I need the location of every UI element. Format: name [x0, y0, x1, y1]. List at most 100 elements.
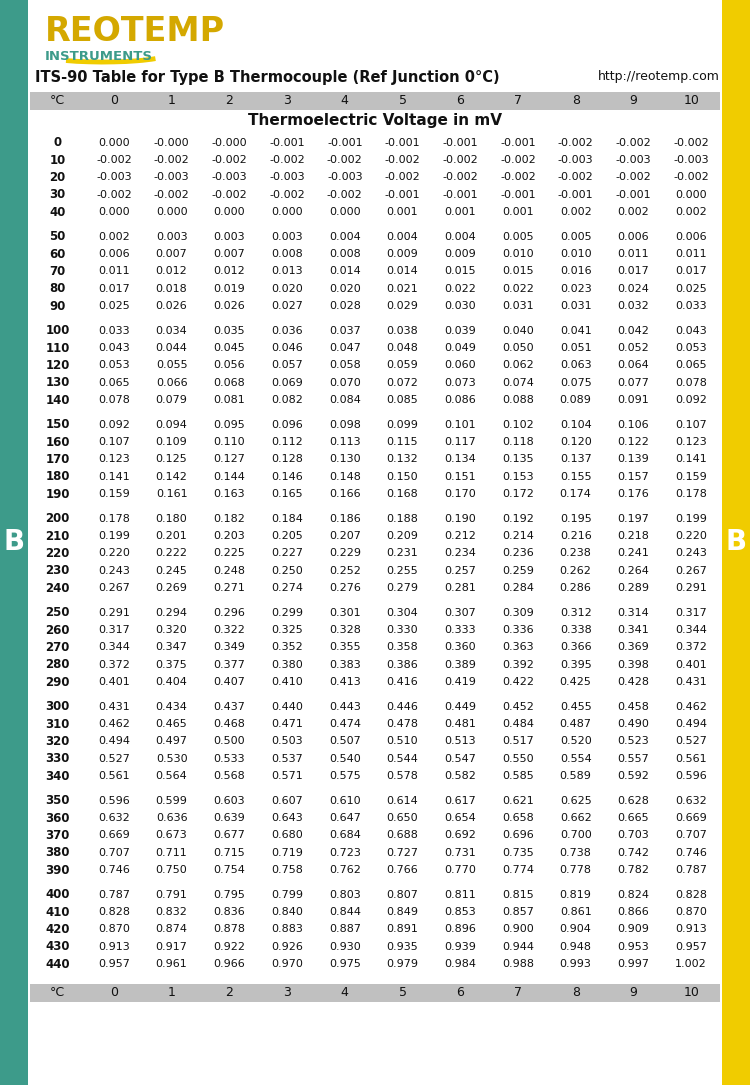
Text: 0.017: 0.017 — [675, 267, 707, 277]
Text: 0.953: 0.953 — [617, 942, 650, 952]
Text: 0.589: 0.589 — [560, 771, 592, 781]
Text: 0.774: 0.774 — [502, 866, 534, 876]
Text: 0.134: 0.134 — [444, 455, 476, 464]
Text: 0.148: 0.148 — [328, 472, 361, 482]
Text: 0.095: 0.095 — [214, 420, 245, 430]
Text: 0.291: 0.291 — [675, 584, 707, 593]
Text: 0.038: 0.038 — [387, 326, 418, 335]
Text: 0.001: 0.001 — [503, 207, 534, 217]
Text: 0.102: 0.102 — [502, 420, 534, 430]
Text: 1: 1 — [168, 94, 176, 107]
Text: 0.352: 0.352 — [272, 642, 303, 652]
Text: 0.377: 0.377 — [214, 660, 245, 669]
Text: 0.027: 0.027 — [271, 302, 303, 311]
Text: 0.225: 0.225 — [214, 549, 245, 559]
Text: 0.688: 0.688 — [386, 830, 418, 841]
Text: 0.267: 0.267 — [98, 584, 130, 593]
Text: 0.643: 0.643 — [272, 813, 303, 824]
Text: -0.002: -0.002 — [385, 155, 421, 165]
Text: 0.018: 0.018 — [156, 284, 188, 294]
Text: 0.117: 0.117 — [444, 437, 476, 447]
Text: 0.422: 0.422 — [502, 677, 534, 687]
Text: 430: 430 — [45, 941, 70, 954]
Text: 0.243: 0.243 — [98, 566, 130, 576]
Text: 0.474: 0.474 — [328, 719, 361, 729]
Text: 0.163: 0.163 — [214, 489, 245, 499]
Text: 0.398: 0.398 — [617, 660, 650, 669]
Text: 0.012: 0.012 — [214, 267, 245, 277]
Text: 0.180: 0.180 — [156, 513, 188, 524]
Text: 0.930: 0.930 — [329, 942, 361, 952]
Text: 0.484: 0.484 — [502, 719, 534, 729]
Text: 0.787: 0.787 — [98, 890, 130, 899]
Text: 0.000: 0.000 — [675, 190, 707, 200]
Text: 0.159: 0.159 — [675, 472, 707, 482]
Text: 0.010: 0.010 — [503, 250, 534, 259]
Text: 0.286: 0.286 — [560, 584, 592, 593]
Text: 0.034: 0.034 — [156, 326, 188, 335]
Text: 0.957: 0.957 — [98, 959, 130, 969]
Text: 0.571: 0.571 — [272, 771, 303, 781]
Text: 4: 4 — [340, 94, 349, 107]
Text: 0.610: 0.610 — [329, 795, 361, 806]
Text: 0.104: 0.104 — [560, 420, 592, 430]
Text: 0.060: 0.060 — [445, 360, 476, 370]
Text: 0.578: 0.578 — [386, 771, 418, 781]
Text: 0.267: 0.267 — [675, 566, 707, 576]
Text: 0.150: 0.150 — [387, 472, 418, 482]
Text: 0: 0 — [110, 986, 118, 999]
Text: °C: °C — [50, 986, 65, 999]
Text: 0.307: 0.307 — [444, 608, 476, 617]
Text: 400: 400 — [45, 889, 70, 902]
Text: 0.051: 0.051 — [560, 343, 592, 353]
Text: 0.015: 0.015 — [445, 267, 476, 277]
Text: 0.857: 0.857 — [502, 907, 534, 917]
Text: 0.696: 0.696 — [502, 830, 534, 841]
Text: 0.336: 0.336 — [503, 625, 534, 635]
Text: 0.984: 0.984 — [444, 959, 476, 969]
Text: 0.386: 0.386 — [387, 660, 418, 669]
Text: 0.961: 0.961 — [156, 959, 188, 969]
Text: 0.002: 0.002 — [617, 207, 650, 217]
Text: 0.019: 0.019 — [214, 284, 245, 294]
Text: 0.276: 0.276 — [328, 584, 361, 593]
Text: 0.011: 0.011 — [617, 250, 650, 259]
Text: -0.000: -0.000 — [211, 138, 248, 148]
Text: 0.064: 0.064 — [617, 360, 650, 370]
Text: 0.006: 0.006 — [617, 232, 650, 242]
Text: 0.072: 0.072 — [386, 378, 418, 388]
Text: 0.142: 0.142 — [156, 472, 188, 482]
Text: 0.190: 0.190 — [444, 513, 476, 524]
Text: 0.022: 0.022 — [444, 284, 476, 294]
Text: 0.058: 0.058 — [329, 360, 361, 370]
Text: 0.322: 0.322 — [214, 625, 245, 635]
Text: 0.030: 0.030 — [445, 302, 476, 311]
Text: 0.870: 0.870 — [98, 924, 130, 934]
Text: 390: 390 — [45, 864, 70, 877]
Text: 0.750: 0.750 — [156, 866, 188, 876]
Text: 7: 7 — [514, 94, 522, 107]
Text: 0.692: 0.692 — [444, 830, 476, 841]
Text: 5: 5 — [398, 94, 406, 107]
Text: 6: 6 — [456, 94, 464, 107]
Text: 0.106: 0.106 — [617, 420, 650, 430]
Text: 0.092: 0.092 — [675, 395, 707, 406]
Text: -0.002: -0.002 — [558, 138, 593, 148]
Text: 0.347: 0.347 — [156, 642, 188, 652]
Text: 0.241: 0.241 — [617, 549, 650, 559]
Text: 0.561: 0.561 — [675, 754, 707, 764]
Text: 0.585: 0.585 — [502, 771, 534, 781]
Text: 0.599: 0.599 — [156, 795, 188, 806]
Text: 0.281: 0.281 — [444, 584, 476, 593]
Text: 0.799: 0.799 — [271, 890, 303, 899]
Text: 0.554: 0.554 — [560, 754, 592, 764]
Text: 0.446: 0.446 — [386, 702, 418, 712]
Text: 0.853: 0.853 — [444, 907, 476, 917]
Text: 0.153: 0.153 — [503, 472, 534, 482]
Text: 0.727: 0.727 — [386, 847, 418, 858]
Text: 0.550: 0.550 — [503, 754, 534, 764]
Text: 0.568: 0.568 — [214, 771, 245, 781]
Text: 340: 340 — [45, 769, 70, 782]
Text: 0.603: 0.603 — [214, 795, 245, 806]
Text: 0.328: 0.328 — [328, 625, 361, 635]
